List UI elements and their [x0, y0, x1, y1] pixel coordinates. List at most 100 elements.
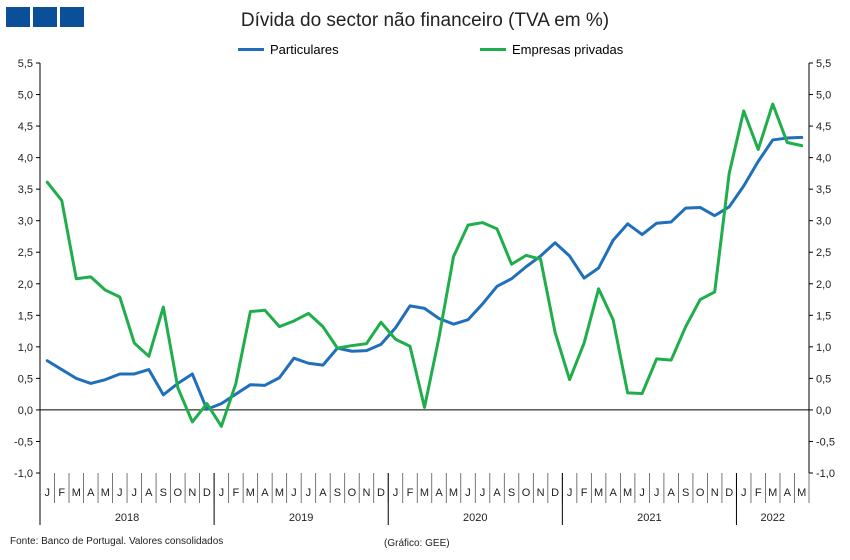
- x-tick-label: J: [480, 487, 486, 499]
- x-tick-label: S: [508, 487, 515, 499]
- x-tick-label: O: [522, 487, 531, 499]
- y-tick-label-left: 0,5: [18, 373, 33, 385]
- brand-logo: [6, 7, 84, 27]
- x-tick-label: S: [334, 487, 341, 499]
- x-tick-label: D: [551, 487, 559, 499]
- x-tick-label: F: [755, 487, 762, 499]
- y-tick-label-left: 1,5: [18, 310, 33, 322]
- x-tick-label: M: [246, 487, 255, 499]
- x-tick-label: M: [594, 487, 603, 499]
- x-tick-label: A: [493, 487, 501, 499]
- x-tick-label: S: [160, 487, 167, 499]
- series-line-particulares: [45, 135, 804, 411]
- y-tick-label-left: 3,5: [18, 184, 33, 196]
- x-tick-label: J: [45, 487, 51, 499]
- x-tick-label: J: [132, 487, 138, 499]
- y-tick-label-right: 2,5: [816, 247, 831, 259]
- year-label: 2021: [637, 512, 661, 524]
- x-tick-label: D: [377, 487, 385, 499]
- x-tick-label: A: [435, 487, 443, 499]
- legend-label-empresas-privadas: Empresas privadas: [512, 42, 624, 57]
- y-tick-label-right: 4,5: [816, 121, 831, 133]
- credit-note: (Gráfico: GEE): [384, 538, 450, 549]
- year-label: 2022: [760, 512, 784, 524]
- y-tick-label-left: 2,5: [18, 247, 33, 259]
- x-tick-label: D: [725, 487, 733, 499]
- x-tick-label: M: [101, 487, 110, 499]
- source-note: Fonte: Banco de Portugal. Valores consol…: [10, 536, 224, 547]
- x-tick-label: A: [319, 487, 327, 499]
- y-tick-label-left: -1,0: [14, 468, 33, 480]
- y-tick-label-right: -0,5: [816, 436, 835, 448]
- x-tick-label: J: [306, 487, 312, 499]
- x-tick-label: M: [72, 487, 81, 499]
- y-tick-label-right: 1,5: [816, 310, 831, 322]
- legend-swatch-empresas-privadas: [480, 48, 506, 51]
- x-tick-label: M: [797, 487, 806, 499]
- x-tick-label: F: [581, 487, 588, 499]
- x-tick-label: A: [87, 487, 95, 499]
- y-tick-label-right: 5,0: [816, 90, 831, 102]
- y-tick-label-right: 0,5: [816, 373, 831, 385]
- logo-square: [33, 7, 57, 27]
- x-tick-label: A: [667, 487, 675, 499]
- x-tick-label: F: [407, 487, 414, 499]
- x-tick-label: A: [784, 487, 792, 499]
- y-tick-label-left: 4,0: [18, 153, 33, 165]
- y-tick-label-right: 4,0: [816, 153, 831, 165]
- x-tick-label: N: [537, 487, 545, 499]
- chart-title: Dívida do sector não financeiro (TVA em …: [240, 10, 610, 31]
- x-tick-label: O: [348, 487, 357, 499]
- y-tick-label-right: 3,5: [816, 184, 831, 196]
- logo-square: [60, 7, 84, 27]
- y-tick-label-right: 0,0: [816, 405, 831, 417]
- x-tick-label: J: [741, 487, 747, 499]
- y-tick-label-right: -1,0: [816, 468, 835, 480]
- x-tick-label: D: [203, 487, 211, 499]
- x-tick-label: J: [393, 487, 399, 499]
- y-tick-label-left: 1,0: [18, 342, 33, 354]
- year-label: 2019: [289, 512, 313, 524]
- x-tick-label: O: [174, 487, 183, 499]
- x-tick-label: J: [219, 487, 225, 499]
- legend-swatch-particulares: [238, 48, 264, 51]
- legend-label-particulares: Particulares: [270, 42, 339, 57]
- x-tick-label: J: [654, 487, 660, 499]
- y-tick-label-right: 1,0: [816, 342, 831, 354]
- x-tick-label: A: [609, 487, 617, 499]
- x-tick-label: M: [449, 487, 458, 499]
- logo-square: [6, 7, 30, 27]
- x-tick-label: F: [58, 487, 65, 499]
- x-tick-label: M: [768, 487, 777, 499]
- x-tick-label: N: [188, 487, 196, 499]
- legend-item-particulares: Particulares: [238, 42, 339, 57]
- y-tick-label-left: -0,5: [14, 436, 33, 448]
- y-tick-label-left: 4,5: [18, 121, 33, 133]
- y-tick-label-left: 3,0: [18, 216, 33, 228]
- x-tick-label: N: [711, 487, 719, 499]
- x-tick-label: F: [233, 487, 240, 499]
- chart-legend: Particulares Empresas privadas: [0, 42, 850, 62]
- year-label: 2018: [115, 512, 139, 524]
- x-tick-label: J: [291, 487, 297, 499]
- x-tick-label: O: [696, 487, 705, 499]
- y-tick-label-right: 3,0: [816, 216, 831, 228]
- x-tick-label: J: [639, 487, 645, 499]
- series-line-empresas-privadas: [45, 102, 804, 428]
- year-label: 2020: [463, 512, 487, 524]
- y-tick-label-left: 5,0: [18, 90, 33, 102]
- x-tick-label: M: [275, 487, 284, 499]
- y-tick-label-right: 5,5: [816, 58, 831, 70]
- legend-item-empresas-privadas: Empresas privadas: [480, 42, 623, 57]
- y-tick-label-left: 0,0: [18, 405, 33, 417]
- x-tick-label: A: [261, 487, 269, 499]
- y-tick-label-left: 5,5: [18, 58, 33, 70]
- x-tick-label: M: [420, 487, 429, 499]
- x-tick-label: M: [623, 487, 632, 499]
- y-tick-label-left: 2,0: [18, 279, 33, 291]
- x-tick-label: J: [567, 487, 573, 499]
- x-tick-label: N: [362, 487, 370, 499]
- x-tick-label: J: [117, 487, 123, 499]
- x-tick-label: S: [682, 487, 689, 499]
